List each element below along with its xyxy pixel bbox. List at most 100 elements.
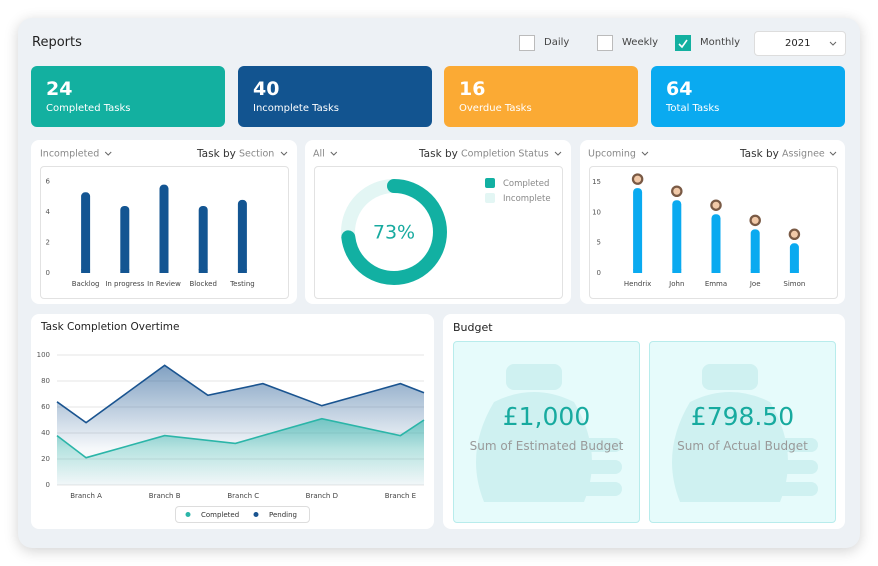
y-tick-label: 100	[37, 351, 50, 359]
budget-title: Budget	[453, 321, 493, 334]
chart-box	[314, 166, 563, 299]
budget-value: £798.50	[690, 402, 795, 431]
avatar-face	[673, 187, 681, 195]
legend-label: Completed	[503, 179, 549, 189]
group-label: Task by	[739, 148, 779, 160]
year-select[interactable]: 2021	[754, 31, 846, 56]
y-tick-label: 5	[597, 239, 601, 247]
x-tick-label: In progress	[105, 280, 144, 288]
y-tick-label: 2	[46, 239, 50, 247]
x-tick-label: John	[668, 280, 684, 288]
y-tick-label: 6	[46, 178, 51, 186]
y-tick-label: 0	[46, 269, 50, 277]
group-dropdown[interactable]: Completion Status	[461, 149, 549, 160]
budget-label: Sum of Actual Budget	[677, 439, 808, 453]
chevron	[829, 41, 837, 46]
y-tick-label: 10	[592, 208, 601, 216]
avatar-face	[790, 230, 798, 238]
filter-label: Monthly	[700, 37, 741, 48]
bar	[789, 243, 799, 273]
bar-foot	[672, 269, 682, 273]
line	[56, 417, 425, 459]
stat-value: 40	[253, 78, 280, 100]
checkbox[interactable]	[519, 35, 535, 51]
legend-swatch	[485, 178, 495, 188]
stat-value: 16	[459, 78, 486, 100]
group-label: Task by	[196, 148, 236, 160]
legend	[175, 506, 310, 523]
chart-box	[40, 166, 289, 299]
legend-label: Incomplete	[503, 194, 551, 204]
stat-card: 24 Completed Tasks	[31, 66, 225, 127]
stat-card: 40 Incomplete Tasks	[238, 66, 432, 127]
legend-swatch	[485, 193, 495, 203]
stat-label: Completed Tasks	[46, 103, 131, 114]
stat-value: 24	[46, 78, 73, 100]
stat-card: 64 Total Tasks	[651, 66, 845, 127]
bar	[198, 205, 208, 273]
bar-foot	[750, 269, 760, 273]
bag-icon	[476, 364, 622, 502]
checkbox[interactable]	[675, 35, 691, 51]
bar	[633, 188, 643, 273]
filter-dropdown[interactable]: Upcoming	[588, 149, 636, 160]
legend-label: Pending	[269, 511, 297, 519]
stat-label: Overdue Tasks	[459, 103, 532, 114]
x-tick-label: Branch A	[70, 492, 102, 500]
x-tick-label: Emma	[705, 280, 727, 288]
check	[678, 39, 688, 49]
y-tick-label: 60	[41, 403, 50, 411]
area	[57, 418, 424, 485]
stat-label: Total Tasks	[666, 103, 720, 114]
budget-label: Sum of Estimated Budget	[469, 439, 624, 453]
x-tick-label: Branch D	[306, 492, 338, 500]
bar-foot	[198, 269, 208, 273]
filter-label: Daily	[544, 37, 570, 48]
x-tick-label: Branch B	[149, 492, 181, 500]
group-dropdown[interactable]: Assignee	[782, 149, 825, 160]
checkbox[interactable]	[597, 35, 613, 51]
bar	[750, 229, 760, 273]
x-tick-label: Hendrix	[624, 280, 651, 288]
bar-foot	[789, 269, 799, 273]
bar-foot	[120, 269, 130, 273]
chevron	[280, 151, 288, 156]
chevron	[829, 151, 837, 156]
avatar-face	[634, 175, 642, 183]
avatar-face	[751, 216, 759, 224]
legend-label: Completed	[201, 511, 239, 519]
bar-foot	[159, 269, 169, 273]
y-tick-label: 4	[46, 208, 51, 216]
page-title: Reports	[32, 35, 82, 50]
x-tick-label: Branch E	[385, 492, 416, 500]
filter-dropdown[interactable]: All	[313, 149, 325, 160]
stat-label: Incomplete Tasks	[253, 103, 339, 114]
stat-value: 64	[666, 78, 693, 100]
y-tick-label: 15	[592, 178, 601, 186]
x-tick-label: Branch C	[227, 492, 259, 500]
filter-dropdown[interactable]: Incompleted	[40, 149, 99, 160]
y-tick-label: 40	[41, 429, 50, 437]
donut-segment	[341, 179, 447, 285]
filter-label: Weekly	[622, 37, 659, 48]
group-dropdown[interactable]: Section	[239, 149, 274, 160]
chevron	[554, 151, 562, 156]
year: 2021	[785, 38, 811, 49]
bar	[711, 214, 721, 273]
legend-marker	[185, 512, 191, 517]
x-tick-label: Backlog	[72, 280, 100, 288]
chevron	[104, 151, 112, 156]
chart-box	[589, 166, 838, 299]
stat-card: 16 Overdue Tasks	[444, 66, 638, 127]
y-tick-label: 80	[41, 377, 50, 385]
bar	[81, 192, 91, 273]
bar	[237, 199, 247, 273]
bar-foot	[81, 269, 91, 273]
budget-card: £1,000 Sum of Estimated Budget	[453, 341, 640, 523]
bar-foot	[711, 269, 721, 273]
y-tick-label: 0	[46, 481, 50, 489]
chevron	[330, 151, 338, 156]
x-tick-label: In Review	[147, 280, 181, 288]
chart-title: Task Completion Overtime	[40, 321, 179, 333]
